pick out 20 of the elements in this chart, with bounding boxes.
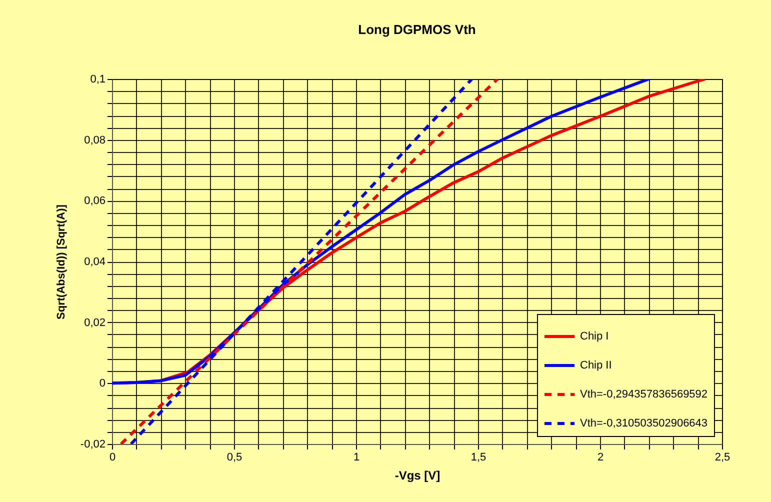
x-tick-label: 2,5 (714, 452, 730, 464)
y-tick-label: -0,02 (80, 438, 106, 450)
legend-label: Vth=-0,294357836569592 (580, 388, 708, 400)
x-tick-label: 0,5 (226, 452, 242, 464)
y-tick-label: 0,06 (84, 195, 106, 208)
legend-label: Vth=-0,310503502906643 (580, 418, 708, 430)
legend-label: Chip II (580, 360, 612, 372)
legend-label: Chip I (580, 330, 609, 342)
x-tick-label: 1 (353, 452, 360, 464)
x-tick-label: 1,5 (470, 452, 486, 464)
y-tick-label: 0,1 (90, 74, 106, 86)
y-tick-label: 0,04 (84, 256, 106, 268)
x-tick-label: 2 (597, 452, 604, 464)
chart-title: Long DGPMOS Vth (358, 22, 476, 37)
y-tick-label: 0,08 (84, 134, 106, 146)
x-tick-label: 0 (109, 452, 116, 464)
y-tick-label: 0 (99, 378, 106, 390)
y-tick-label: 0,02 (84, 316, 106, 329)
y-axis-title: Sqrt(Abs(Id)) [Sqrt(A)] (55, 204, 68, 320)
x-axis-title: -Vgs [V] (394, 468, 440, 482)
